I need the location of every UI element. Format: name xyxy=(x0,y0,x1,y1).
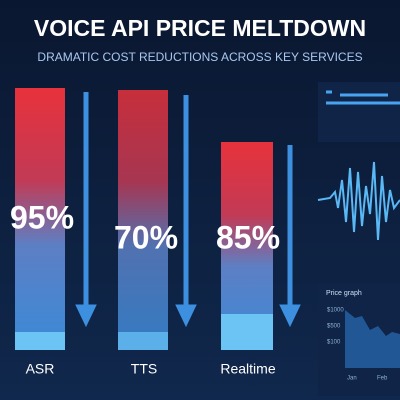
arrow-head xyxy=(75,304,97,328)
bar-new xyxy=(118,332,168,350)
graph-y-label: $500 xyxy=(327,324,341,330)
reduction: 70% xyxy=(114,219,178,255)
graph-y-label: $100 xyxy=(327,340,341,346)
bar xyxy=(15,88,65,350)
arrow-head xyxy=(175,304,197,328)
graph-y-label: $1000 xyxy=(327,308,344,314)
side-panel: Price graph $1000 $500 $100 Jan Feb xyxy=(317,82,400,396)
title: VOICE API PRICE MELTDOWN xyxy=(34,15,366,41)
bar xyxy=(118,90,168,350)
graph-title: Price graph xyxy=(326,290,362,297)
arrow-head xyxy=(279,304,301,328)
reductions: 95% 70% 85% xyxy=(10,199,280,255)
subtitle: DRAMATIC COST REDUCTIONS ACROSS KEY SERV… xyxy=(37,50,362,64)
reduction: 95% xyxy=(10,199,74,235)
service-label: TTS xyxy=(131,361,157,377)
graph-area xyxy=(345,310,400,368)
reduction: 85% xyxy=(216,219,280,255)
service-label: ASR xyxy=(26,361,55,377)
arrows xyxy=(75,92,301,328)
service-label: Realtime xyxy=(220,361,275,377)
graph-x-label: Jan xyxy=(347,376,357,382)
graph-x-label: Feb xyxy=(377,376,388,382)
bar-new xyxy=(15,332,65,350)
waveform xyxy=(317,161,400,241)
bar-new xyxy=(221,314,273,350)
labels: ASR TTS Realtime xyxy=(26,361,276,377)
bars xyxy=(15,88,273,350)
